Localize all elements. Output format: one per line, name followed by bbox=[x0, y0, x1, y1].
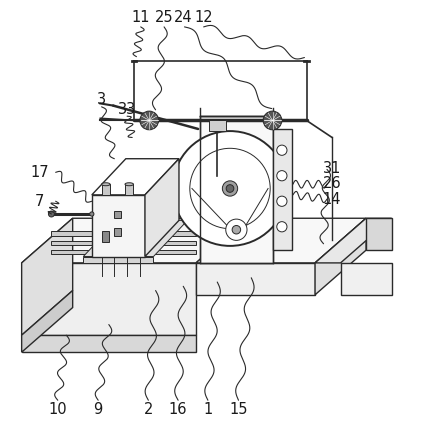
Ellipse shape bbox=[101, 183, 110, 186]
Ellipse shape bbox=[125, 183, 133, 186]
Polygon shape bbox=[22, 291, 73, 352]
Text: 11: 11 bbox=[132, 10, 150, 25]
Text: 26: 26 bbox=[323, 176, 342, 191]
Text: 7: 7 bbox=[35, 194, 44, 209]
Circle shape bbox=[226, 184, 234, 192]
Polygon shape bbox=[209, 120, 226, 131]
Polygon shape bbox=[92, 195, 145, 256]
Polygon shape bbox=[196, 218, 366, 263]
Text: 1: 1 bbox=[203, 402, 213, 417]
Text: 16: 16 bbox=[169, 402, 187, 417]
Circle shape bbox=[232, 226, 241, 234]
Text: 3: 3 bbox=[97, 92, 106, 107]
Polygon shape bbox=[145, 159, 179, 256]
Polygon shape bbox=[272, 129, 291, 250]
Circle shape bbox=[277, 222, 287, 232]
Bar bbox=[125, 184, 133, 195]
Polygon shape bbox=[51, 232, 196, 236]
Bar bbox=[114, 229, 121, 236]
Polygon shape bbox=[51, 250, 196, 254]
Bar bbox=[114, 211, 121, 218]
Circle shape bbox=[277, 145, 287, 155]
Bar bbox=[101, 184, 110, 195]
Text: 25: 25 bbox=[155, 10, 173, 25]
Polygon shape bbox=[315, 218, 392, 263]
Polygon shape bbox=[196, 263, 315, 295]
Circle shape bbox=[173, 131, 288, 246]
Polygon shape bbox=[22, 335, 196, 352]
Text: 2: 2 bbox=[144, 402, 153, 417]
Circle shape bbox=[190, 149, 270, 229]
Polygon shape bbox=[83, 256, 153, 263]
Circle shape bbox=[222, 181, 237, 196]
Text: 15: 15 bbox=[229, 402, 248, 417]
Text: 33: 33 bbox=[118, 102, 136, 117]
Text: 9: 9 bbox=[93, 402, 103, 417]
Text: 24: 24 bbox=[174, 10, 193, 25]
Polygon shape bbox=[92, 159, 179, 195]
Polygon shape bbox=[83, 220, 187, 256]
Polygon shape bbox=[22, 218, 247, 263]
Polygon shape bbox=[315, 218, 366, 295]
Text: 10: 10 bbox=[48, 402, 67, 417]
Circle shape bbox=[277, 171, 287, 181]
Circle shape bbox=[263, 111, 282, 130]
Circle shape bbox=[48, 211, 54, 217]
Circle shape bbox=[226, 219, 247, 241]
Polygon shape bbox=[341, 263, 392, 295]
Bar bbox=[101, 231, 109, 242]
Text: 17: 17 bbox=[30, 165, 49, 180]
Polygon shape bbox=[366, 218, 392, 250]
Text: 14: 14 bbox=[323, 192, 341, 207]
Text: 12: 12 bbox=[194, 10, 213, 25]
Text: 31: 31 bbox=[323, 160, 341, 175]
Polygon shape bbox=[22, 263, 196, 335]
Polygon shape bbox=[22, 218, 73, 335]
Polygon shape bbox=[51, 241, 196, 245]
Polygon shape bbox=[200, 116, 272, 263]
Circle shape bbox=[277, 196, 287, 206]
Circle shape bbox=[140, 111, 159, 130]
Circle shape bbox=[89, 212, 94, 216]
